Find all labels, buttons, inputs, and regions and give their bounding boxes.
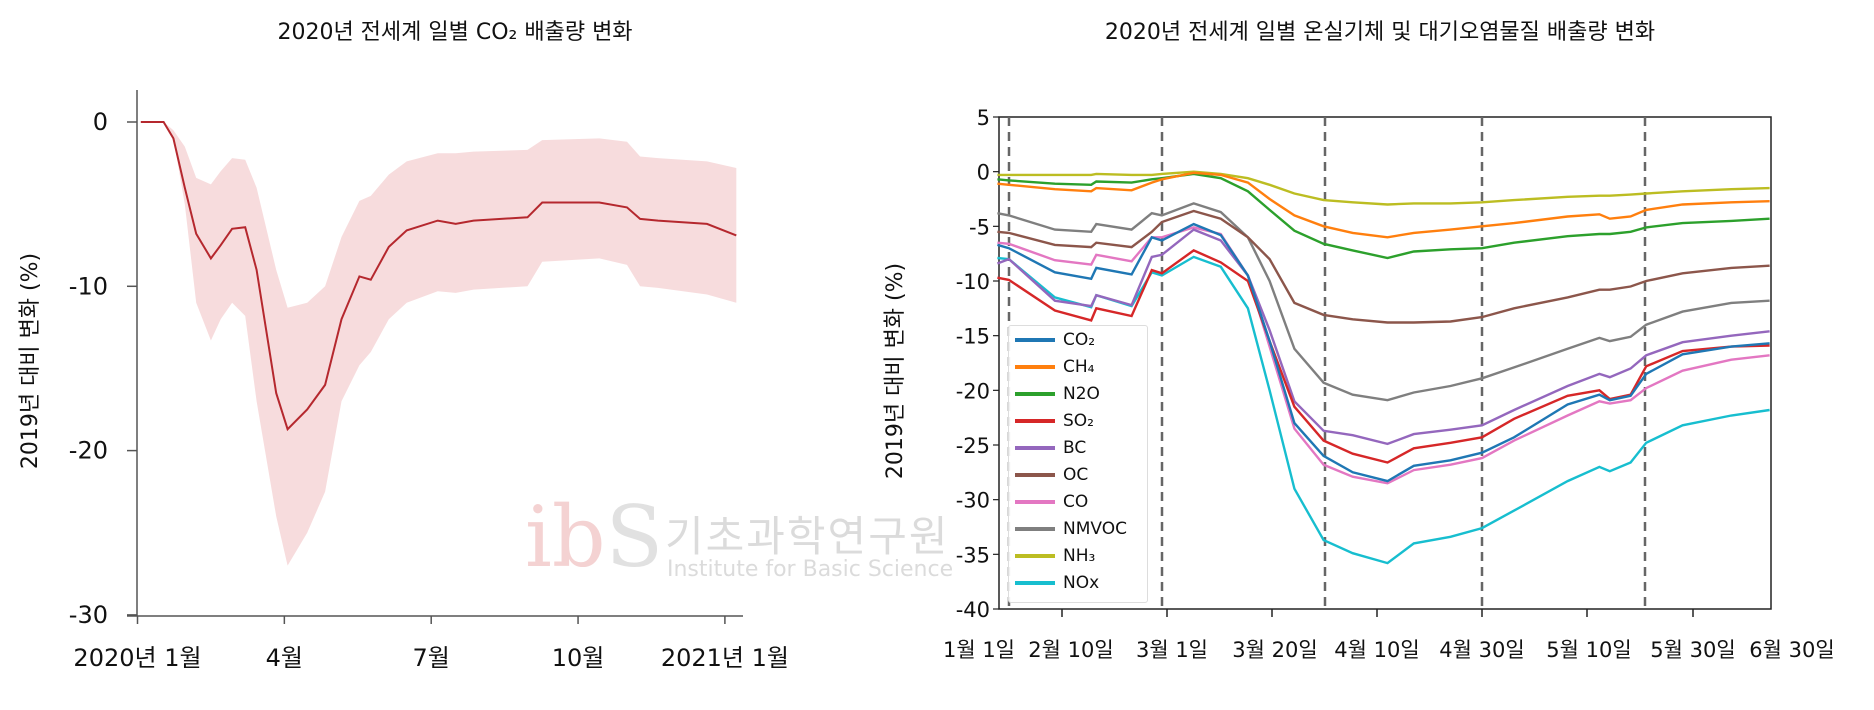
right-y-tick-label: -35 <box>956 543 990 567</box>
right-y-tick-label: -25 <box>956 434 990 458</box>
series-line-co₂ <box>997 222 1770 483</box>
legend-label: CO <box>1063 491 1089 512</box>
left-x-tick-label: 2020년 1월 <box>73 644 201 672</box>
series-line-ch₄ <box>997 171 1770 239</box>
series-line-n2o <box>997 172 1770 260</box>
series-line-nmvoc <box>997 202 1770 402</box>
left-x-tick-label: 10월 <box>552 644 605 672</box>
right-plot-frame <box>998 116 1772 610</box>
co2-mean-line <box>140 121 737 432</box>
legend: CO₂ CH₄ N2O SO₂ BC OC CO NMVOC NH₃ NOx <box>1008 325 1148 603</box>
legend-item: CO₂ <box>1009 326 1147 353</box>
right-x-tick-label: 1월 1일 <box>943 638 1015 662</box>
legend-swatch <box>1015 418 1055 423</box>
legend-swatch <box>1015 526 1055 531</box>
right-y-tick-label: -40 <box>956 598 990 622</box>
legend-item: NH₃ <box>1009 542 1147 569</box>
left-x-tick-label: 2021년 1월 <box>661 644 789 672</box>
series-line-nh₃ <box>997 170 1770 206</box>
legend-label: NOx <box>1063 572 1100 593</box>
left-y-tick-label: -30 <box>69 601 108 629</box>
legend-swatch <box>1015 337 1055 342</box>
uncertainty-band <box>140 122 737 566</box>
right-y-tick-label: -5 <box>969 215 990 239</box>
right-x-tick-label: 6월 30일 <box>1749 638 1834 662</box>
legend-swatch <box>1015 553 1055 558</box>
right-y-tick-label: -10 <box>956 270 990 294</box>
legend-item: NOx <box>1009 569 1147 596</box>
series-line-bc <box>996 228 1770 446</box>
left-y-tick-label: 0 <box>93 108 108 136</box>
legend-item: BC <box>1009 434 1147 461</box>
legend-label: CO₂ <box>1063 329 1096 350</box>
legend-swatch <box>1015 499 1055 504</box>
legend-label: NMVOC <box>1063 518 1127 539</box>
legend-swatch <box>1015 472 1055 477</box>
right-x-tick-label: 3월 1일 <box>1136 638 1208 662</box>
left-y-tick-label: -20 <box>69 437 108 465</box>
right-y-tick-label: 5 <box>977 106 990 130</box>
right-x-tick-label: 4월 30일 <box>1439 638 1524 662</box>
left-chart-title: 2020년 전세계 일별 CO₂ 배출량 변화 <box>277 20 633 45</box>
legend-item: N2O <box>1009 380 1147 407</box>
legend-label: SO₂ <box>1063 410 1094 431</box>
legend-item: CH₄ <box>1009 353 1147 380</box>
right-x-tick-label: 4월 10일 <box>1334 638 1419 662</box>
legend-item: OC <box>1009 461 1147 488</box>
legend-swatch <box>1015 445 1055 450</box>
legend-swatch <box>1015 580 1055 585</box>
legend-label: BC <box>1063 437 1087 458</box>
right-y-tick-label: -30 <box>956 489 990 513</box>
right-y-tick-label: -15 <box>956 325 990 349</box>
right-y-tick-label: 0 <box>977 161 990 185</box>
right-chart-title: 2020년 전세계 일별 온실기체 및 대기오염물질 배출량 변화 <box>1104 20 1656 45</box>
right-x-tick-label: 5월 10일 <box>1546 638 1631 662</box>
left-x-tick-label: 7월 <box>413 644 450 672</box>
legend-label: OC <box>1063 464 1089 485</box>
legend-swatch <box>1015 364 1055 369</box>
left-y-tick-label: -10 <box>69 272 108 300</box>
right-x-tick-label: 2월 10일 <box>1028 638 1113 662</box>
series-line-oc <box>997 209 1770 324</box>
legend-item: CO <box>1009 488 1147 515</box>
series-line-co <box>997 226 1770 485</box>
right-x-tick-label: 5월 30일 <box>1650 638 1735 662</box>
right-y-tick-label: -20 <box>956 379 990 403</box>
legend-item: SO₂ <box>1009 407 1147 434</box>
left-x-tick-label: 4월 <box>266 644 303 672</box>
legend-swatch <box>1015 391 1055 396</box>
right-x-tick-label: 3월 20일 <box>1232 638 1317 662</box>
legend-item: NMVOC <box>1009 515 1147 542</box>
legend-label: NH₃ <box>1063 545 1096 566</box>
legend-label: N2O <box>1063 383 1100 404</box>
legend-label: CH₄ <box>1063 356 1095 377</box>
